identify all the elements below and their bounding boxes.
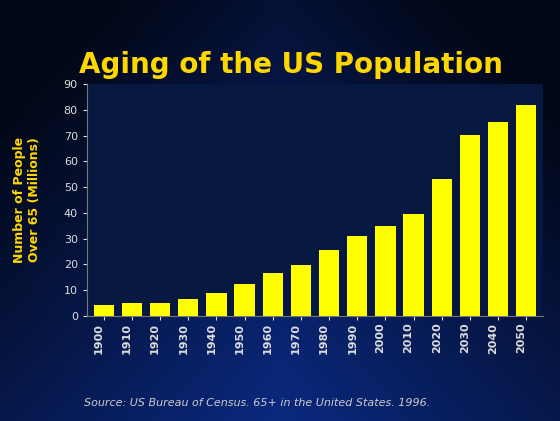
Bar bbox=[122, 303, 142, 316]
Bar bbox=[94, 305, 114, 316]
Bar bbox=[403, 213, 424, 316]
Bar bbox=[263, 273, 283, 316]
Bar bbox=[235, 284, 255, 316]
Bar bbox=[488, 122, 508, 316]
Bar bbox=[291, 265, 311, 316]
Bar bbox=[347, 236, 367, 316]
Bar bbox=[319, 250, 339, 316]
Bar bbox=[375, 226, 395, 316]
Bar bbox=[460, 135, 480, 316]
Text: Aging of the US Population: Aging of the US Population bbox=[80, 51, 503, 79]
Text: Number of People
Over 65 (Millions): Number of People Over 65 (Millions) bbox=[13, 137, 41, 263]
Bar bbox=[432, 179, 452, 316]
Bar bbox=[516, 105, 536, 316]
Bar bbox=[178, 298, 198, 316]
Bar bbox=[206, 293, 227, 316]
Bar bbox=[150, 303, 170, 316]
Text: Source: US Bureau of Census. 65+ in the United States. 1996.: Source: US Bureau of Census. 65+ in the … bbox=[84, 398, 430, 408]
